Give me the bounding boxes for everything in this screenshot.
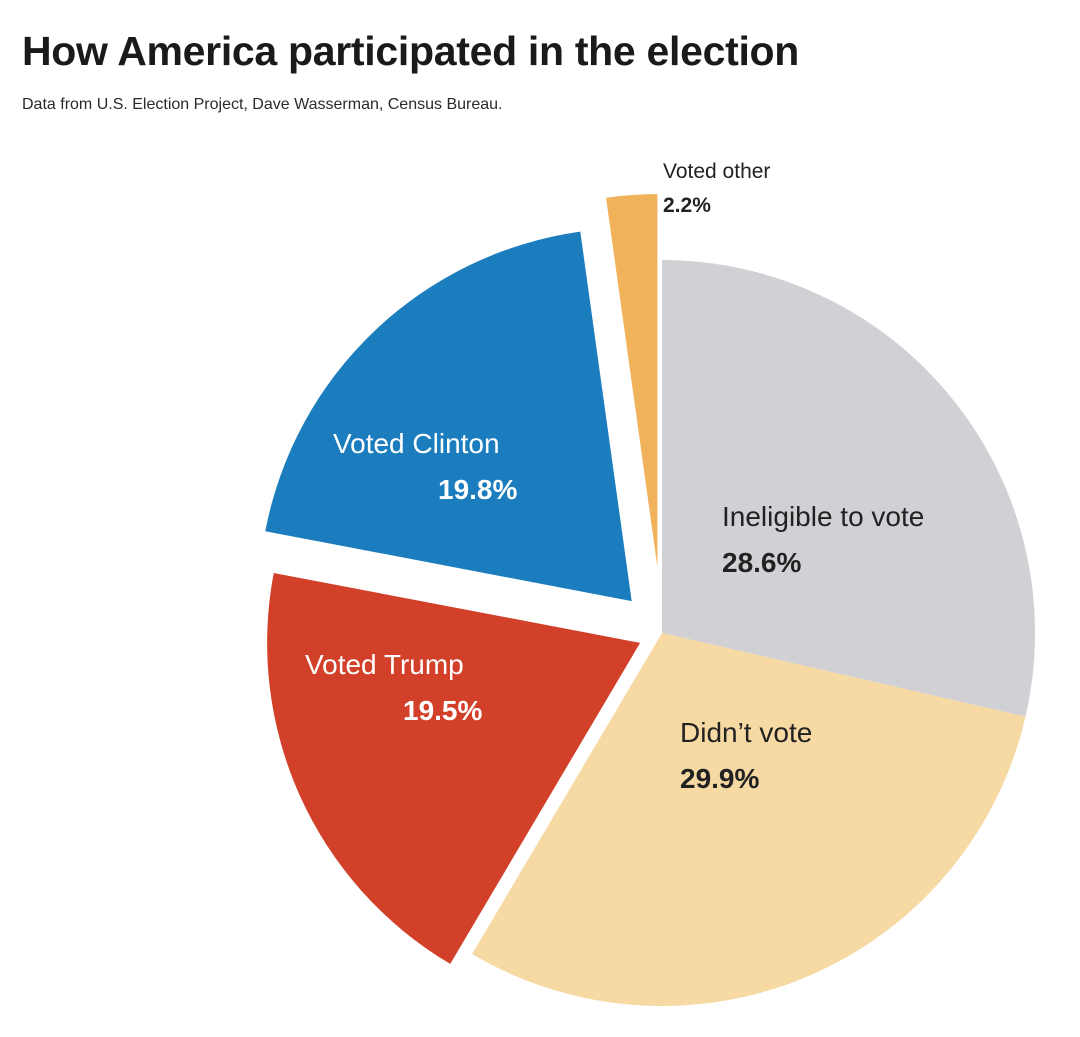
- slice-label-voted-trump: Voted Trump: [305, 649, 464, 680]
- slice-value-voted-other: 2.2%: [663, 194, 711, 217]
- pie-slice-ineligible-to-vote: [662, 260, 1036, 717]
- slice-label-voted-clinton: Voted Clinton: [333, 428, 500, 459]
- pie-slice-voted-other: [606, 194, 658, 568]
- chart-title: How America participated in the election: [22, 28, 800, 74]
- slice-value-voted-clinton: 19.8%: [438, 474, 517, 505]
- slice-label-didn-t-vote: Didn’t vote: [680, 717, 812, 748]
- chart-subtitle: Data from U.S. Election Project, Dave Wa…: [22, 96, 503, 113]
- slice-label-voted-other: Voted other: [663, 160, 770, 183]
- slice-label-ineligible-to-vote: Ineligible to vote: [722, 501, 924, 532]
- pie-labels: Ineligible to vote 28.6% Didn’t vote 29.9% V…: [305, 160, 924, 794]
- slice-value-didn-t-vote: 29.9%: [680, 763, 759, 794]
- pie-slices: [265, 194, 1036, 1007]
- slice-value-ineligible-to-vote: 28.6%: [722, 547, 801, 578]
- slice-value-voted-trump: 19.5%: [403, 695, 482, 726]
- pie-slice-voted-clinton: [265, 231, 632, 602]
- pie-slice-didn-t-vote: [472, 633, 1026, 1007]
- pie-slice-voted-trump: [267, 572, 641, 964]
